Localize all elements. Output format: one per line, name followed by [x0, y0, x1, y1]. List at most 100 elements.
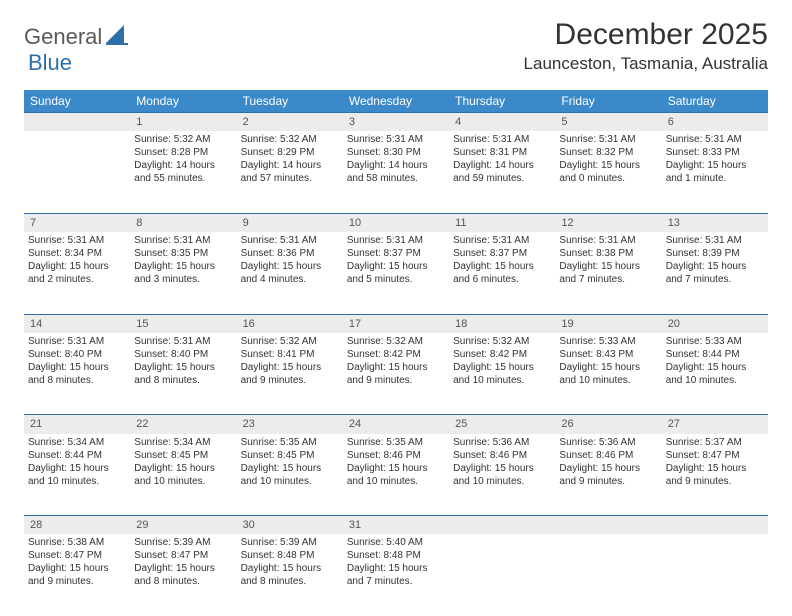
day-number: 20 — [662, 314, 768, 333]
day-cell: Sunrise: 5:33 AMSunset: 8:44 PMDaylight:… — [662, 333, 768, 415]
day-cell: Sunrise: 5:32 AMSunset: 8:41 PMDaylight:… — [237, 333, 343, 415]
daylight-text: Daylight: 15 hours and 8 minutes. — [134, 562, 232, 588]
sunrise-text: Sunrise: 5:31 AM — [134, 234, 232, 247]
daylight-text: Daylight: 15 hours and 9 minutes. — [241, 361, 339, 387]
day-number: 29 — [130, 516, 236, 535]
day-number: 18 — [449, 314, 555, 333]
day-cell: Sunrise: 5:40 AMSunset: 8:48 PMDaylight:… — [343, 534, 449, 616]
day-cell: Sunrise: 5:31 AMSunset: 8:34 PMDaylight:… — [24, 232, 130, 314]
day-cell: Sunrise: 5:35 AMSunset: 8:46 PMDaylight:… — [343, 434, 449, 516]
day-cell: Sunrise: 5:36 AMSunset: 8:46 PMDaylight:… — [555, 434, 661, 516]
daynum-row: 14151617181920 — [24, 314, 768, 333]
sunset-text: Sunset: 8:40 PM — [28, 348, 126, 361]
daylight-text: Daylight: 15 hours and 10 minutes. — [28, 462, 126, 488]
sunset-text: Sunset: 8:45 PM — [241, 449, 339, 462]
col-friday: Friday — [555, 90, 661, 113]
daylight-text: Daylight: 15 hours and 10 minutes. — [347, 462, 445, 488]
day-number: 9 — [237, 213, 343, 232]
sunrise-text: Sunrise: 5:31 AM — [559, 133, 657, 146]
day-cell: Sunrise: 5:31 AMSunset: 8:38 PMDaylight:… — [555, 232, 661, 314]
sunrise-text: Sunrise: 5:31 AM — [241, 234, 339, 247]
daylight-text: Daylight: 14 hours and 57 minutes. — [241, 159, 339, 185]
day-number — [555, 516, 661, 535]
daynum-row: 21222324252627 — [24, 415, 768, 434]
daylight-text: Daylight: 15 hours and 9 minutes. — [559, 462, 657, 488]
daylight-text: Daylight: 15 hours and 5 minutes. — [347, 260, 445, 286]
day-number: 27 — [662, 415, 768, 434]
sunrise-text: Sunrise: 5:31 AM — [559, 234, 657, 247]
day-number: 4 — [449, 113, 555, 132]
day-number: 2 — [237, 113, 343, 132]
sunrise-text: Sunrise: 5:31 AM — [134, 335, 232, 348]
daylight-text: Daylight: 15 hours and 10 minutes. — [453, 361, 551, 387]
sunset-text: Sunset: 8:31 PM — [453, 146, 551, 159]
day-header-row: Sunday Monday Tuesday Wednesday Thursday… — [24, 90, 768, 113]
logo-text-general: General — [24, 24, 102, 50]
day-cell: Sunrise: 5:32 AMSunset: 8:28 PMDaylight:… — [130, 131, 236, 213]
sunset-text: Sunset: 8:40 PM — [134, 348, 232, 361]
daylight-text: Daylight: 15 hours and 9 minutes. — [666, 462, 764, 488]
sunset-text: Sunset: 8:41 PM — [241, 348, 339, 361]
logo: General — [24, 24, 132, 50]
day-number — [449, 516, 555, 535]
day-number — [662, 516, 768, 535]
day-cell: Sunrise: 5:31 AMSunset: 8:39 PMDaylight:… — [662, 232, 768, 314]
day-cell: Sunrise: 5:32 AMSunset: 8:42 PMDaylight:… — [343, 333, 449, 415]
sunset-text: Sunset: 8:28 PM — [134, 146, 232, 159]
week-row: Sunrise: 5:32 AMSunset: 8:28 PMDaylight:… — [24, 131, 768, 213]
sunrise-text: Sunrise: 5:31 AM — [28, 234, 126, 247]
daylight-text: Daylight: 14 hours and 55 minutes. — [134, 159, 232, 185]
day-cell: Sunrise: 5:35 AMSunset: 8:45 PMDaylight:… — [237, 434, 343, 516]
col-thursday: Thursday — [449, 90, 555, 113]
daylight-text: Daylight: 15 hours and 2 minutes. — [28, 260, 126, 286]
sunrise-text: Sunrise: 5:31 AM — [28, 335, 126, 348]
logo-text-blue: Blue — [28, 50, 72, 75]
sunset-text: Sunset: 8:48 PM — [241, 549, 339, 562]
sunset-text: Sunset: 8:30 PM — [347, 146, 445, 159]
day-number: 14 — [24, 314, 130, 333]
sunrise-text: Sunrise: 5:34 AM — [28, 436, 126, 449]
daynum-row: 78910111213 — [24, 213, 768, 232]
daylight-text: Daylight: 15 hours and 10 minutes. — [453, 462, 551, 488]
day-number: 17 — [343, 314, 449, 333]
col-wednesday: Wednesday — [343, 90, 449, 113]
daylight-text: Daylight: 15 hours and 0 minutes. — [559, 159, 657, 185]
day-number: 6 — [662, 113, 768, 132]
sunrise-text: Sunrise: 5:33 AM — [666, 335, 764, 348]
sunrise-text: Sunrise: 5:35 AM — [347, 436, 445, 449]
day-number: 11 — [449, 213, 555, 232]
sunrise-text: Sunrise: 5:32 AM — [453, 335, 551, 348]
week-row: Sunrise: 5:31 AMSunset: 8:34 PMDaylight:… — [24, 232, 768, 314]
day-number: 31 — [343, 516, 449, 535]
day-number: 23 — [237, 415, 343, 434]
day-cell: Sunrise: 5:38 AMSunset: 8:47 PMDaylight:… — [24, 534, 130, 616]
day-cell: Sunrise: 5:37 AMSunset: 8:47 PMDaylight:… — [662, 434, 768, 516]
sunset-text: Sunset: 8:34 PM — [28, 247, 126, 260]
day-number: 10 — [343, 213, 449, 232]
sunset-text: Sunset: 8:45 PM — [134, 449, 232, 462]
sunrise-text: Sunrise: 5:31 AM — [666, 133, 764, 146]
daylight-text: Daylight: 14 hours and 59 minutes. — [453, 159, 551, 185]
day-cell: Sunrise: 5:31 AMSunset: 8:37 PMDaylight:… — [343, 232, 449, 314]
sunrise-text: Sunrise: 5:35 AM — [241, 436, 339, 449]
daylight-text: Daylight: 15 hours and 10 minutes. — [559, 361, 657, 387]
location: Launceston, Tasmania, Australia — [524, 54, 768, 74]
day-number: 7 — [24, 213, 130, 232]
sunrise-text: Sunrise: 5:32 AM — [241, 335, 339, 348]
day-cell: Sunrise: 5:39 AMSunset: 8:48 PMDaylight:… — [237, 534, 343, 616]
daylight-text: Daylight: 15 hours and 1 minute. — [666, 159, 764, 185]
sunrise-text: Sunrise: 5:34 AM — [134, 436, 232, 449]
sunrise-text: Sunrise: 5:32 AM — [347, 335, 445, 348]
daylight-text: Daylight: 15 hours and 4 minutes. — [241, 260, 339, 286]
daylight-text: Daylight: 15 hours and 7 minutes. — [347, 562, 445, 588]
daylight-text: Daylight: 15 hours and 8 minutes. — [28, 361, 126, 387]
day-cell: Sunrise: 5:34 AMSunset: 8:44 PMDaylight:… — [24, 434, 130, 516]
day-cell: Sunrise: 5:32 AMSunset: 8:29 PMDaylight:… — [237, 131, 343, 213]
sunset-text: Sunset: 8:47 PM — [134, 549, 232, 562]
daylight-text: Daylight: 15 hours and 8 minutes. — [134, 361, 232, 387]
week-row: Sunrise: 5:31 AMSunset: 8:40 PMDaylight:… — [24, 333, 768, 415]
sunset-text: Sunset: 8:39 PM — [666, 247, 764, 260]
sunset-text: Sunset: 8:48 PM — [347, 549, 445, 562]
week-row: Sunrise: 5:38 AMSunset: 8:47 PMDaylight:… — [24, 534, 768, 616]
col-saturday: Saturday — [662, 90, 768, 113]
